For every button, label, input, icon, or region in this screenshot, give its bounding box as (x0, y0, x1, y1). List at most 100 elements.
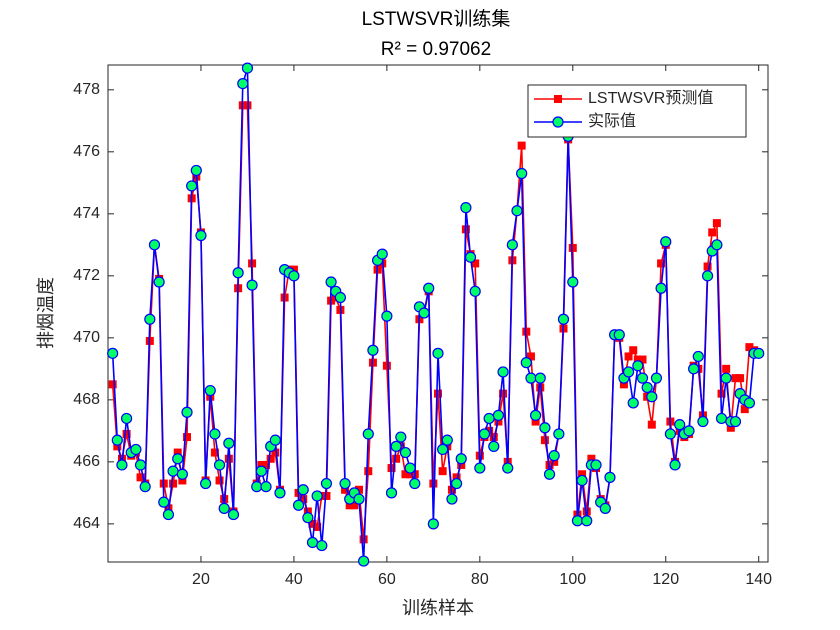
data-point (169, 479, 178, 488)
data-point (162, 508, 175, 521)
chart-title: LSTWSVR训练集 (362, 8, 511, 30)
data-point (381, 310, 393, 322)
series (107, 62, 765, 567)
data-point (200, 477, 212, 490)
x-tick-label: 20 (192, 571, 210, 588)
data-point (455, 453, 467, 465)
data-point (423, 282, 435, 294)
legend-label: 实际值 (588, 112, 636, 130)
data-point (590, 459, 602, 471)
y-tick-label: 470 (73, 329, 100, 346)
data-point (432, 347, 444, 359)
data-point (464, 251, 477, 263)
data-point (316, 539, 328, 552)
data-point (148, 239, 161, 251)
data-point (367, 344, 379, 356)
data-point (664, 428, 676, 440)
data-point (362, 428, 374, 440)
data-point (111, 434, 123, 446)
data-point (339, 477, 351, 490)
data-point (460, 202, 472, 214)
data-point (306, 536, 319, 549)
data-point (703, 262, 712, 271)
data-point (450, 477, 463, 490)
data-point (269, 434, 281, 446)
data-point (107, 347, 119, 359)
data-point (395, 431, 407, 443)
x-tick-label: 100 (559, 571, 586, 588)
chart-subtitle: R² = 0.97062 (381, 39, 491, 60)
data-point (688, 363, 700, 375)
x-axis-label: 训练样本 (402, 598, 474, 618)
data-point (657, 259, 666, 268)
data-point (613, 329, 625, 341)
data-point (557, 313, 570, 325)
data-point (288, 270, 300, 282)
data-point (399, 446, 412, 459)
x-tick-label: 80 (471, 571, 489, 588)
data-point (297, 484, 309, 496)
data-point (302, 512, 314, 524)
data-point (627, 397, 639, 409)
data-point (720, 372, 732, 384)
data-point (511, 205, 523, 217)
data-point (540, 436, 549, 445)
data-point (571, 515, 584, 527)
legend-box (527, 84, 747, 138)
data-point (358, 555, 370, 567)
data-point (409, 477, 421, 490)
data-point (543, 468, 556, 480)
data-point (139, 481, 151, 493)
data-point (530, 409, 542, 421)
data-point (176, 468, 188, 480)
data-point (158, 496, 170, 508)
data-point (502, 462, 514, 474)
x-tick-label: 40 (285, 571, 303, 588)
data-point (434, 389, 442, 398)
data-point (722, 364, 731, 373)
data-point (215, 476, 224, 485)
data-point (382, 361, 391, 370)
data-point (604, 471, 616, 483)
data-point (364, 467, 373, 476)
data-point (385, 487, 398, 499)
data-point (553, 428, 565, 440)
data-point (292, 499, 305, 511)
y-tick-label: 474 (73, 205, 100, 222)
data-point (683, 425, 695, 437)
data-point (311, 490, 323, 502)
data-point (183, 433, 192, 442)
data-point (469, 285, 481, 297)
data-point (274, 487, 286, 499)
data-point (418, 307, 430, 319)
data-point (708, 228, 717, 237)
data-point (753, 347, 765, 359)
data-point (260, 481, 272, 493)
data-point (701, 270, 714, 282)
x-tick-label: 60 (378, 571, 396, 588)
data-point (266, 454, 275, 463)
data-point (376, 248, 388, 260)
data-point (520, 357, 532, 369)
legend-label: LSTWSVR预测值 (588, 89, 713, 107)
data-point (517, 141, 526, 150)
data-point (736, 374, 745, 383)
data-point (660, 236, 672, 248)
data-point (516, 167, 528, 180)
data-point (134, 459, 147, 471)
data-point (492, 409, 505, 421)
y-tick-label: 478 (73, 81, 100, 98)
data-point (446, 493, 458, 505)
data-point (153, 276, 165, 288)
data-point (116, 459, 128, 471)
data-point (506, 239, 518, 251)
y-tick-label: 464 (73, 515, 100, 532)
data-point (441, 434, 453, 446)
data-point (729, 415, 742, 428)
data-point (390, 440, 402, 452)
data-point (743, 397, 756, 409)
data-point (130, 443, 142, 456)
data-point (209, 428, 221, 440)
